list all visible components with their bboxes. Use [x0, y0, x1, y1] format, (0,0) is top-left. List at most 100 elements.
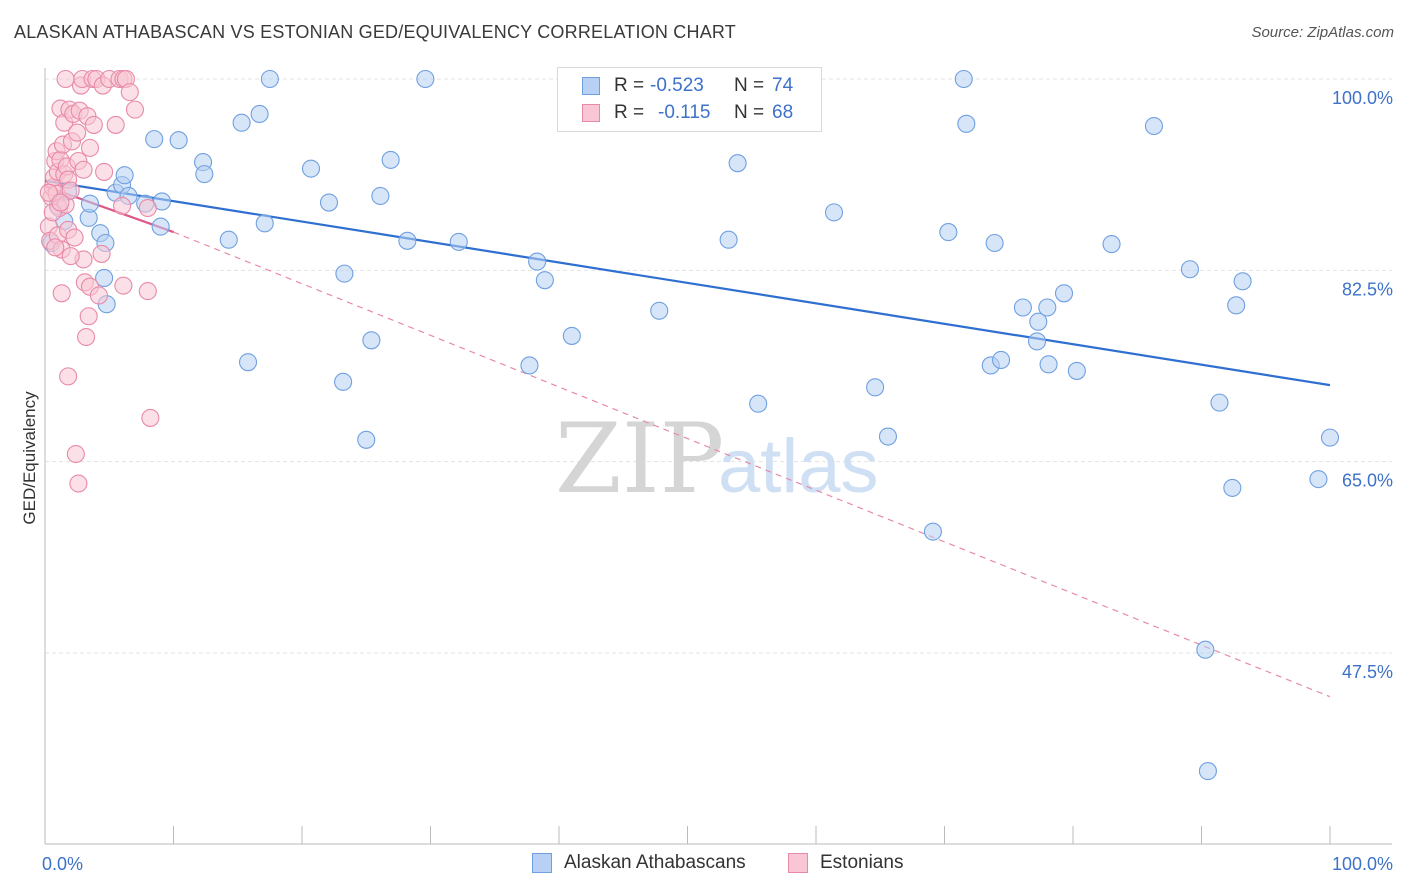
- athabascan-point: [371, 186, 390, 206]
- estonian-point: [95, 162, 114, 181]
- estonian-point: [74, 160, 93, 179]
- estonian-point: [138, 198, 157, 218]
- chart-title: ALASKAN ATHABASCAN VS ESTONIAN GED/EQUIV…: [14, 22, 736, 42]
- legend-n-value: 74: [772, 75, 794, 96]
- estonian-point: [69, 474, 88, 493]
- x-tick-label: 0.0%: [42, 854, 83, 874]
- athabascan-point: [416, 69, 435, 89]
- trend-lines: [44, 179, 1331, 698]
- legend-swatch-estonian: [582, 104, 600, 122]
- athabascan-point: [1180, 260, 1199, 279]
- estonian-point: [46, 238, 65, 257]
- estonian-point: [77, 327, 96, 347]
- estonian-point: [68, 123, 87, 142]
- y-tick-label: 100.0%: [1332, 88, 1393, 108]
- watermark-atlas: atlas: [718, 424, 879, 509]
- stats-legend: R = -0.523 N = 74 R = -0.115 N = 68: [557, 67, 822, 132]
- legend-r-value: -0.523: [650, 75, 704, 96]
- athabascan-point: [232, 113, 251, 132]
- legend-r-value: -0.115: [658, 102, 711, 123]
- athabascan-point: [1038, 298, 1057, 317]
- watermark-zip: ZIP: [555, 403, 724, 515]
- athabascan-point: [650, 301, 669, 320]
- athabascan-point: [1223, 478, 1242, 497]
- athabascan-point: [878, 427, 898, 446]
- legend-n-value: 68: [772, 102, 794, 123]
- estonian-point: [39, 183, 58, 202]
- athabascan-point: [957, 114, 976, 133]
- athabascan-point: [1039, 355, 1058, 374]
- athabascan-point: [260, 69, 279, 89]
- athabascan-point: [1309, 470, 1328, 489]
- estonian-point: [65, 228, 84, 247]
- athabascan-point: [749, 394, 768, 413]
- estonian-point: [79, 307, 98, 326]
- estonian-point: [80, 138, 100, 157]
- estonian-point: [114, 276, 133, 295]
- athabascan-point: [866, 378, 885, 397]
- estonian-point: [66, 444, 85, 464]
- estonian-point: [56, 69, 75, 89]
- athabascan-point: [520, 356, 539, 375]
- athabascan-point: [238, 353, 258, 372]
- athabascan-point: [1027, 332, 1047, 351]
- athabascan-point: [1067, 361, 1086, 380]
- estonian-point: [106, 115, 125, 134]
- athabascan-point: [449, 232, 468, 251]
- athabascan-point: [357, 430, 376, 449]
- bottom-legend-swatch-athabascan: [532, 853, 552, 873]
- athabascan-point: [824, 203, 844, 222]
- estonian-point: [120, 83, 139, 102]
- estonian-point: [61, 181, 80, 200]
- estonian-point: [89, 286, 109, 305]
- legend-r-label: R =: [614, 75, 645, 96]
- athabascan-point: [1054, 284, 1074, 303]
- athabascan-point: [80, 194, 100, 213]
- estonian-point: [59, 367, 78, 386]
- athabascan-point: [1102, 235, 1121, 254]
- athabascan-point: [923, 522, 942, 541]
- x-tick-label: 100.0%: [1332, 854, 1393, 874]
- athabascan-point: [535, 271, 554, 290]
- athabascan-point: [95, 268, 114, 288]
- tick-labels: 47.5% 65.0% 82.5% 100.0% 0.0% 100.0%: [42, 88, 1393, 874]
- estonian-point: [113, 196, 132, 215]
- athabascan-point: [1198, 762, 1217, 781]
- estonian-point: [51, 193, 70, 212]
- athabascan-point: [255, 214, 274, 233]
- athabascan-point: [319, 193, 339, 212]
- y-tick-label: 47.5%: [1342, 662, 1393, 682]
- bottom-legend-label: Alaskan Athabascans: [564, 852, 746, 873]
- athabascan-point: [1196, 640, 1215, 659]
- athabascan-trend-line: [44, 179, 1331, 387]
- athabascan-point: [991, 350, 1011, 370]
- athabascan-point: [301, 159, 321, 178]
- bottom-legend-swatch-estonian: [788, 853, 808, 873]
- axes: [44, 68, 1392, 845]
- legend-r-label: R =: [614, 102, 645, 123]
- legend-n-label: N =: [734, 75, 765, 96]
- athabascan-point: [169, 131, 188, 150]
- athabascan-point: [145, 130, 164, 149]
- estonian-point: [125, 100, 144, 119]
- athabascan-point: [528, 252, 547, 271]
- athabascan-point: [1144, 116, 1164, 136]
- source-label: Source: ZipAtlas.com: [1251, 24, 1394, 41]
- athabascan-point: [1227, 296, 1246, 315]
- watermark: ZIP atlas: [555, 403, 879, 515]
- athabascan-point: [1233, 272, 1252, 291]
- athabascan-point: [151, 217, 170, 236]
- athabascan-point: [562, 326, 581, 345]
- estonian-point: [52, 284, 71, 303]
- y-tick-label: 82.5%: [1342, 279, 1393, 299]
- athabascan-point: [219, 230, 238, 249]
- athabascan-point: [195, 165, 214, 184]
- athabascan-point: [334, 372, 353, 391]
- athabascan-point: [728, 154, 747, 173]
- legend-swatch-athabascan: [582, 77, 600, 95]
- athabascan-point: [115, 166, 134, 185]
- athabascan-point: [398, 231, 417, 250]
- y-axis-label: GED/Equivalency: [20, 391, 39, 525]
- athabascan-point: [1320, 428, 1340, 447]
